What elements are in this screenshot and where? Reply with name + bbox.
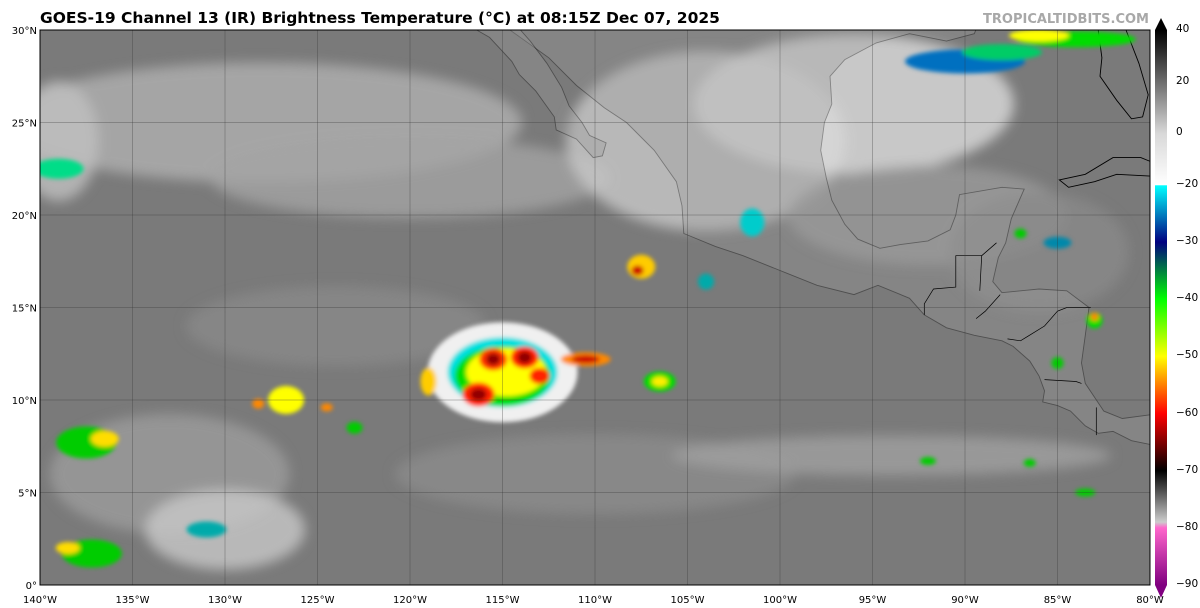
colorbar-tick-label: −80	[1176, 520, 1199, 533]
lat-label: 0°	[26, 581, 37, 592]
cloud-cell	[186, 521, 227, 538]
baja-california-coastline	[476, 30, 607, 159]
cloud-cell	[529, 367, 550, 384]
cloud-cell	[740, 208, 765, 237]
cloud-cell	[320, 403, 333, 412]
watermark: TROPICALTIDBITS.COM	[983, 12, 1149, 27]
cloud-area	[949, 192, 1129, 312]
colorbar	[1155, 30, 1167, 585]
lon-label: 95°W	[859, 595, 887, 606]
cloud-cell	[631, 265, 644, 276]
cloud-cell	[1023, 458, 1036, 467]
cloud-cell	[651, 376, 668, 387]
cloud-field	[40, 34, 1129, 570]
lat-label: 20°N	[12, 211, 37, 222]
colorbar-tick-label: −40	[1176, 292, 1199, 305]
lat-label: 5°N	[18, 489, 37, 500]
cloud-cell	[470, 388, 487, 401]
colorbar-ends	[1155, 18, 1167, 598]
lon-label: 140°W	[23, 595, 57, 606]
colorbar-tick-label: −30	[1176, 235, 1199, 248]
colorbar-tick-label: −20	[1176, 178, 1199, 190]
lon-label: 130°W	[208, 595, 242, 606]
colorbar-max-arrow	[1155, 18, 1167, 30]
cloud-area	[186, 286, 486, 366]
lon-label: 100°W	[763, 595, 797, 606]
colorbar-tick-label: 0	[1176, 126, 1183, 139]
cloud-cell	[962, 44, 1042, 61]
colorbar-min-arrow	[1155, 585, 1167, 598]
cloud-cell	[90, 430, 119, 447]
country-border	[1044, 379, 1082, 384]
map-frame	[39, 29, 1151, 586]
lon-label: 85°W	[1044, 595, 1072, 606]
cuba-coastline	[1058, 157, 1150, 188]
lon-label: 120°W	[393, 595, 427, 606]
lon-label: 105°W	[671, 595, 705, 606]
cloud-cell	[698, 273, 714, 290]
lon-label: 110°W	[578, 595, 612, 606]
cloud-cell	[420, 367, 437, 396]
cloud-cell	[40, 158, 84, 179]
cloud-cell	[1009, 30, 1069, 42]
colorbar-tick-label: 20	[1176, 74, 1190, 87]
colorbar-tick-label: −90	[1176, 578, 1199, 590]
lat-label: 25°N	[12, 119, 37, 130]
lon-label: 115°W	[486, 595, 520, 606]
cloud-cell	[486, 353, 501, 366]
cloud-cell	[517, 351, 532, 364]
cloud-cell	[1014, 228, 1027, 239]
lat-label: 30°N	[12, 26, 37, 37]
lon-label: 125°W	[301, 595, 335, 606]
cloud-cell	[346, 421, 363, 434]
map-title: GOES-19 Channel 13 (IR) Brightness Tempe…	[40, 9, 720, 27]
colorbar-tick-label: −70	[1176, 463, 1199, 476]
cloud-area	[40, 81, 99, 201]
cloud-cell	[920, 457, 936, 466]
florida-coastline	[1097, 30, 1149, 120]
colorbar-tick-label: 40	[1176, 23, 1190, 35]
cloud-cell	[55, 542, 80, 554]
colorbar-tick-label: −50	[1176, 349, 1199, 362]
cloud-cell	[571, 355, 600, 364]
colorbar-tick-label: −60	[1176, 406, 1199, 419]
lat-label: 10°N	[12, 396, 37, 407]
cloud-cell	[1090, 312, 1099, 321]
gridlines	[40, 30, 1150, 585]
country-border	[981, 242, 997, 256]
mainland-coastline	[509, 30, 1150, 445]
coastlines	[476, 30, 1150, 445]
lon-label: 80°W	[1136, 595, 1164, 606]
cloud-cell	[252, 398, 265, 409]
cloud-area	[671, 435, 1111, 476]
country-border	[975, 294, 1001, 319]
lon-label: 135°W	[116, 595, 150, 606]
lat-label: 15°N	[12, 304, 37, 315]
lon-label: 90°W	[951, 595, 979, 606]
